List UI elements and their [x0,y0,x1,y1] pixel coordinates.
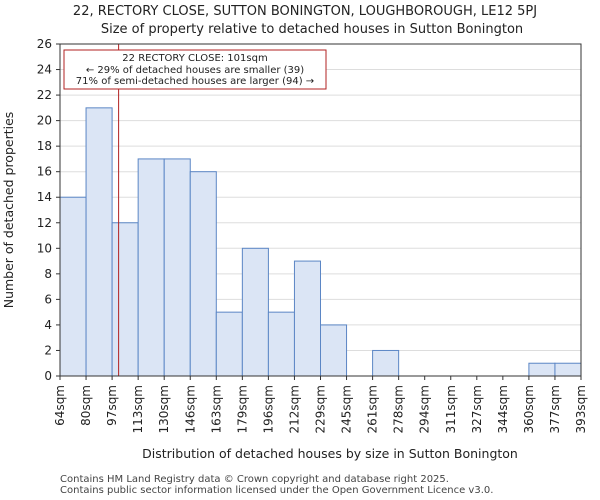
bar [293,260,322,377]
bar [241,247,269,377]
y-tick-label: 2 [44,343,52,357]
x-tick-label: 80sqm [79,385,93,426]
x-tick-label: 146sqm [183,385,197,433]
x-tick-label: 360sqm [522,385,536,433]
x-tick-label: 113sqm [131,385,145,433]
y-tick-label: 4 [44,318,52,332]
x-tick-label: 97sqm [105,385,119,426]
bar [137,158,165,377]
bar [372,349,400,377]
y-tick-label: 18 [37,139,52,153]
annotation-line-1: 22 RECTORY CLOSE: 101sqm [122,53,267,64]
bar [320,324,348,377]
y-tick-label: 6 [44,292,52,306]
x-tick-label: 261sqm [366,385,380,433]
chart-title: 22, RECTORY CLOSE, SUTTON BONINGTON, LOU… [73,4,537,19]
x-tick-label: 212sqm [287,385,301,433]
bar [215,311,243,377]
y-tick-label: 0 [44,369,52,383]
y-tick-label: 24 [37,63,52,77]
annotation-line-3: 71% of semi-detached houses are larger (… [76,76,314,87]
bar [267,311,295,377]
x-axis-label: Distribution of detached houses by size … [142,446,518,461]
y-axis-label: Number of detached properties [1,112,16,309]
x-tick-label: 294sqm [418,385,432,433]
annotation-box [63,49,327,90]
y-tick-label: 22 [37,88,52,102]
plot-frame [59,43,582,377]
x-tick-label: 179sqm [235,385,249,433]
y-tick-label: 8 [44,267,52,281]
bar [528,362,556,377]
x-tick-label: 163sqm [209,385,223,433]
y-tick-label: 12 [37,216,52,230]
x-tick-label: 245sqm [340,385,354,433]
x-tick-label: 130sqm [157,385,171,433]
footer-copyright: Contains HM Land Registry data © Crown c… [60,474,449,485]
chart-subtitle: Size of property relative to detached ho… [101,22,523,37]
x-tick-label: 229sqm [314,385,328,433]
bar [163,158,191,377]
x-tick-label: 377sqm [548,385,562,433]
y-tick-label: 16 [37,165,52,179]
bar [111,222,139,377]
x-tick-label: 344sqm [496,385,510,433]
footer-licence: Contains public sector information licen… [60,485,494,496]
y-tick-label: 14 [37,190,52,204]
y-tick-label: 10 [37,241,52,255]
x-tick-label: 196sqm [261,385,275,433]
bar [189,171,217,377]
y-tick-label: 20 [37,114,52,128]
x-tick-label: 327sqm [470,385,484,433]
bar [554,362,582,377]
x-tick-label: 64sqm [53,385,67,426]
bar [59,196,87,377]
x-tick-label: 278sqm [392,385,406,433]
y-tick-label: 26 [37,37,52,51]
bars [59,107,582,377]
annotation-line-2: ← 29% of detached houses are smaller (39… [86,65,304,76]
bar [85,107,113,377]
x-axis-ticks: 64sqm 80sqm 97sqm 113sqm 130sqm 146sqm 163sqm 1… [53,376,588,433]
x-tick-label: 311sqm [444,385,458,433]
x-tick-label: 393sqm [574,385,588,433]
